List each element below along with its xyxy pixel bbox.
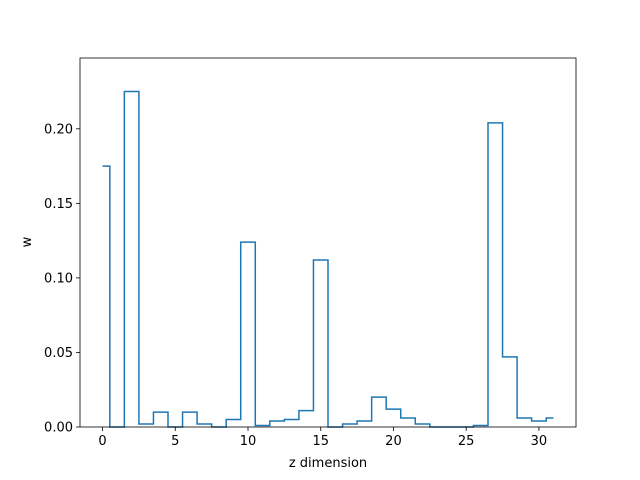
y-tick-label: 0.15 <box>44 197 73 212</box>
y-tick-label: 0.20 <box>44 122 73 137</box>
x-tick-label: 10 <box>240 434 257 449</box>
axes-frame <box>79 57 577 428</box>
y-tick-label: 0.10 <box>44 271 73 286</box>
y-tick-label: 0.00 <box>44 421 73 436</box>
y-tick-label: 0.05 <box>44 346 73 361</box>
x-tick-label: 15 <box>312 434 329 449</box>
x-tick-label: 20 <box>385 434 402 449</box>
x-tick-label: 5 <box>171 434 179 449</box>
y-axis-label: w <box>20 236 35 247</box>
x-axis-label: z dimension <box>289 456 367 471</box>
x-tick-label: 0 <box>98 434 106 449</box>
axes: 0 5 10 15 20 25 30 0.00 0.05 0.10 0.15 0.20 <box>44 57 577 449</box>
x-tick-label: 30 <box>531 434 548 449</box>
x-tick-label: 25 <box>458 434 475 449</box>
